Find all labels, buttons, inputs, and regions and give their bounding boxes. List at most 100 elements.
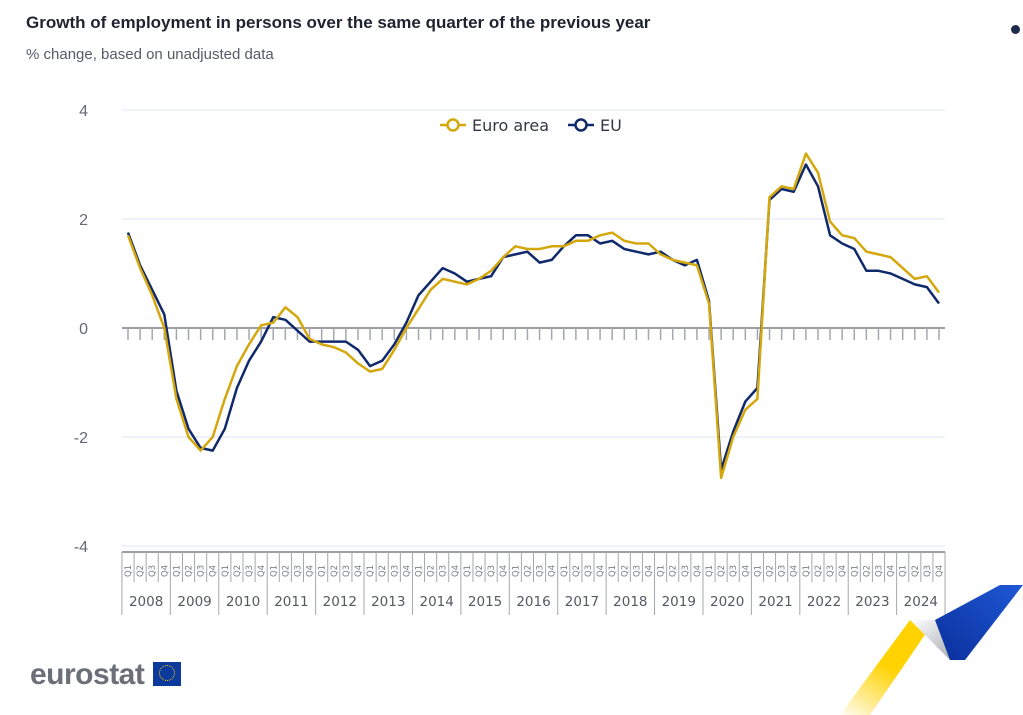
data-point-euro-area[interactable] [209,433,217,441]
data-point-euro-area[interactable] [899,264,907,272]
data-point-euro-area[interactable] [632,240,640,248]
data-point-euro-area[interactable] [778,182,786,190]
data-point-eu[interactable] [233,384,241,392]
data-point-euro-area[interactable] [233,362,241,370]
data-point-euro-area[interactable] [717,474,725,482]
data-point-euro-area[interactable] [862,248,870,256]
data-point-euro-area[interactable] [366,368,374,376]
data-point-euro-area[interactable] [560,242,568,250]
data-point-eu[interactable] [596,240,604,248]
data-point-euro-area[interactable] [390,346,398,354]
data-point-eu[interactable] [221,425,229,433]
data-point-euro-area[interactable] [790,185,798,193]
data-point-eu[interactable] [826,231,834,239]
series-line-eu[interactable] [126,163,941,471]
data-point-euro-area[interactable] [148,291,156,299]
data-point-euro-area[interactable] [342,349,350,357]
data-point-eu[interactable] [887,270,895,278]
data-point-eu[interactable] [281,316,289,324]
data-point-euro-area[interactable] [536,245,544,253]
legend[interactable]: Euro area EU [440,116,622,135]
data-point-eu[interactable] [741,398,749,406]
data-point-eu[interactable] [257,338,265,346]
data-point-euro-area[interactable] [415,305,423,313]
data-point-eu[interactable] [838,240,846,248]
data-point-euro-area[interactable] [669,256,677,264]
data-point-euro-area[interactable] [221,395,229,403]
data-point-euro-area[interactable] [499,253,507,261]
data-point-euro-area[interactable] [548,242,556,250]
data-point-euro-area[interactable] [306,335,314,343]
data-point-euro-area[interactable] [802,150,810,158]
data-point-euro-area[interactable] [923,272,931,280]
data-point-euro-area[interactable] [354,359,362,367]
data-point-euro-area[interactable] [911,275,919,283]
data-point-eu[interactable] [935,299,943,307]
data-point-euro-area[interactable] [850,234,858,242]
data-point-euro-area[interactable] [172,395,180,403]
data-point-eu[interactable] [874,267,882,275]
data-point-euro-area[interactable] [318,340,326,348]
data-point-eu[interactable] [342,338,350,346]
data-point-eu[interactable] [209,447,217,455]
data-point-euro-area[interactable] [838,231,846,239]
data-point-euro-area[interactable] [293,313,301,321]
data-point-eu[interactable] [632,248,640,256]
data-point-euro-area[interactable] [439,275,447,283]
data-point-euro-area[interactable] [753,395,761,403]
data-point-euro-area[interactable] [281,303,289,311]
data-point-eu[interactable] [354,346,362,354]
series-line-euro-area[interactable] [126,152,941,480]
data-point-euro-area[interactable] [766,193,774,201]
data-point-euro-area[interactable] [124,231,132,239]
data-point-euro-area[interactable] [197,447,205,455]
data-point-eu[interactable] [536,259,544,267]
data-point-eu[interactable] [439,264,447,272]
data-point-euro-area[interactable] [269,319,277,327]
data-point-euro-area[interactable] [887,253,895,261]
data-point-eu[interactable] [608,237,616,245]
data-point-euro-area[interactable] [523,245,531,253]
data-point-euro-area[interactable] [596,231,604,239]
data-point-euro-area[interactable] [826,218,834,226]
menu-dot-icon[interactable] [1011,25,1020,34]
data-point-euro-area[interactable] [257,321,265,329]
data-point-eu[interactable] [245,357,253,365]
data-point-euro-area[interactable] [402,324,410,332]
data-point-eu[interactable] [620,245,628,253]
data-point-eu[interactable] [451,270,459,278]
data-point-eu[interactable] [862,267,870,275]
legend-item-eu[interactable]: EU [568,116,622,135]
data-point-euro-area[interactable] [136,264,144,272]
data-point-eu[interactable] [548,256,556,264]
data-point-euro-area[interactable] [330,343,338,351]
data-point-euro-area[interactable] [584,237,592,245]
data-point-eu[interactable] [644,250,652,258]
data-point-eu[interactable] [427,278,435,286]
legend-item-euro-area[interactable]: Euro area [440,116,549,135]
data-point-euro-area[interactable] [874,250,882,258]
data-point-eu[interactable] [899,275,907,283]
data-point-euro-area[interactable] [511,242,519,250]
data-point-eu[interactable] [511,250,519,258]
data-point-euro-area[interactable] [378,365,386,373]
data-point-euro-area[interactable] [620,237,628,245]
data-point-euro-area[interactable] [935,289,943,297]
data-point-euro-area[interactable] [814,169,822,177]
data-point-euro-area[interactable] [451,278,459,286]
data-point-euro-area[interactable] [681,259,689,267]
data-point-euro-area[interactable] [608,229,616,237]
data-point-euro-area[interactable] [644,240,652,248]
data-point-euro-area[interactable] [427,286,435,294]
data-point-eu[interactable] [415,291,423,299]
data-point-euro-area[interactable] [657,250,665,258]
data-point-eu[interactable] [923,283,931,291]
data-point-euro-area[interactable] [245,340,253,348]
data-point-euro-area[interactable] [705,299,713,307]
data-point-euro-area[interactable] [741,406,749,414]
data-point-eu[interactable] [850,245,858,253]
data-point-eu[interactable] [293,327,301,335]
data-point-euro-area[interactable] [487,267,495,275]
data-point-euro-area[interactable] [572,237,580,245]
data-point-euro-area[interactable] [475,275,483,283]
